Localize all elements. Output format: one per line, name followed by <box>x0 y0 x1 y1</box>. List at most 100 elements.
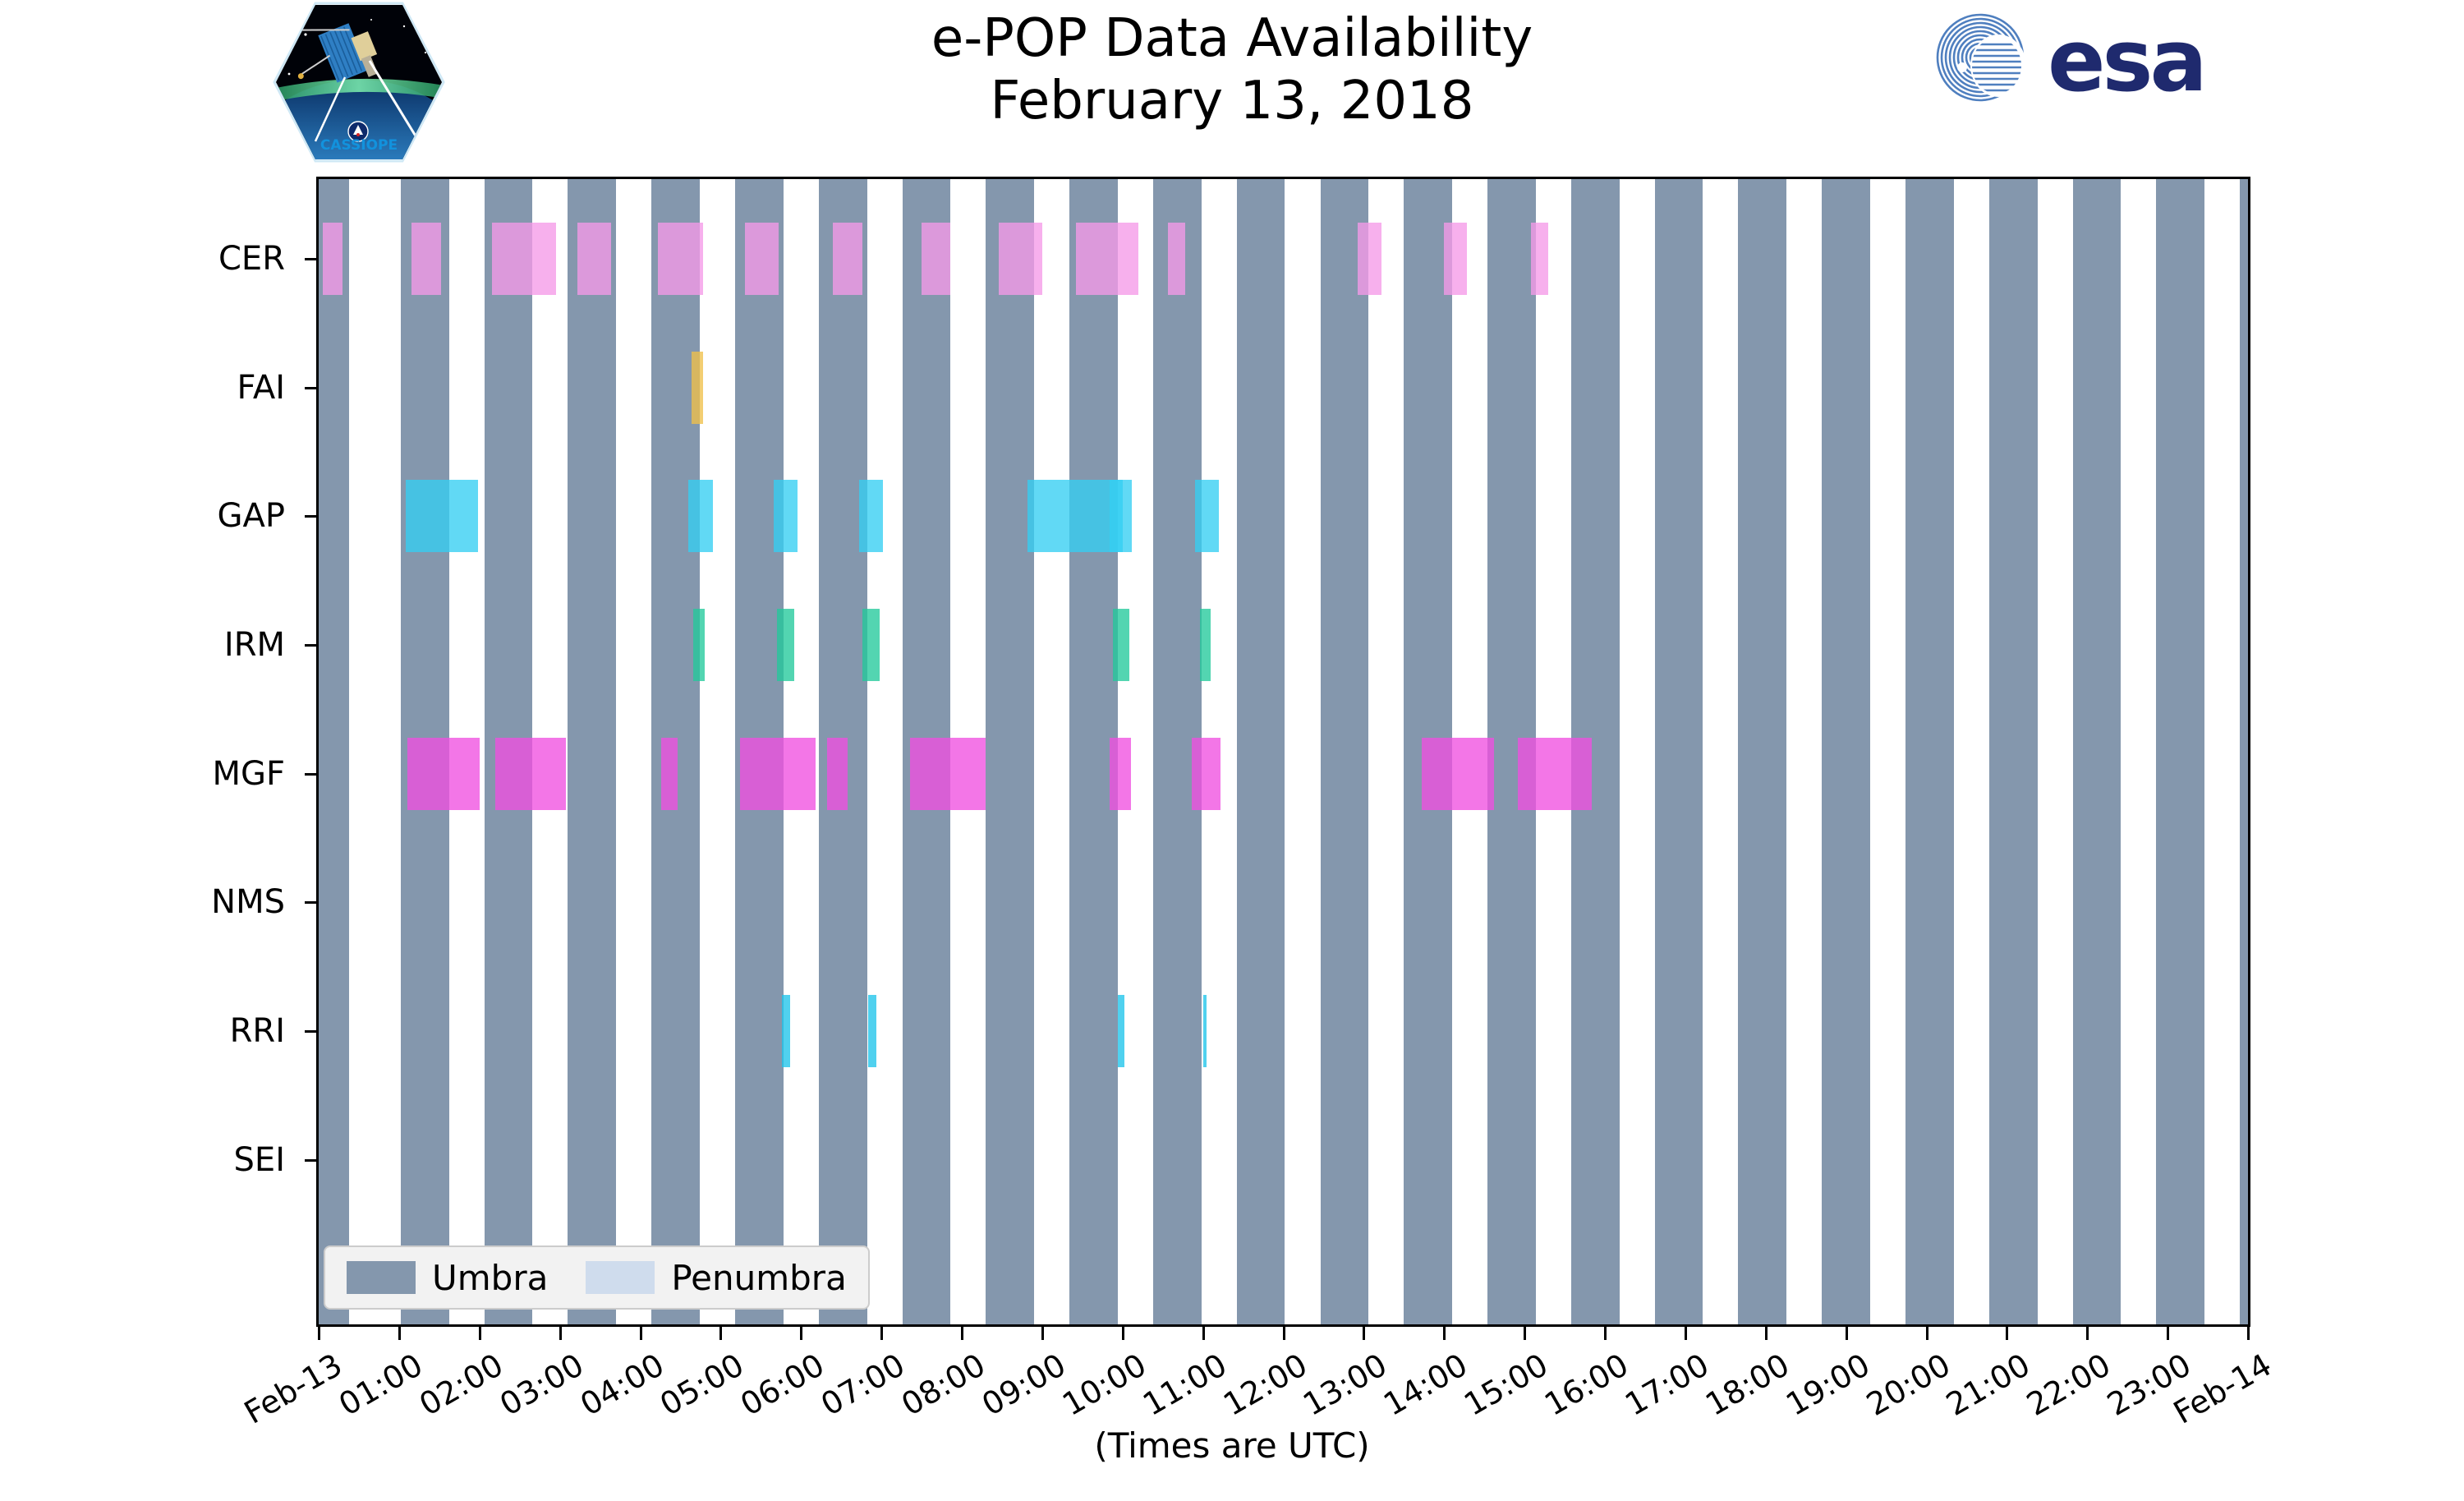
umbra-band <box>986 179 1035 1324</box>
data-bar-gap <box>405 480 478 553</box>
umbra-band <box>2240 179 2248 1324</box>
legend-swatch-penumbra <box>586 1261 655 1294</box>
x-tick-mark <box>719 1327 723 1340</box>
y-tick-mark <box>305 643 316 647</box>
y-tick-mark <box>305 901 316 905</box>
x-tick-mark <box>478 1327 481 1340</box>
data-bar-gap <box>1110 480 1133 553</box>
legend-entry-penumbra: Penumbra <box>586 1258 847 1298</box>
y-tick-label-sei: SEI <box>233 1140 285 1179</box>
data-bar-cer <box>1444 223 1467 296</box>
y-tick-mark <box>305 258 316 261</box>
esa-globe-icon <box>1936 13 2025 102</box>
data-bar-gap <box>1027 480 1123 553</box>
x-tick-mark <box>2247 1327 2250 1340</box>
x-tick-mark <box>2086 1327 2089 1340</box>
x-tick-mark <box>1041 1327 1044 1340</box>
data-bar-rri <box>1117 994 1124 1067</box>
x-tick-mark <box>1524 1327 1527 1340</box>
data-bar-cer <box>1075 223 1139 296</box>
x-tick-mark <box>2167 1327 2170 1340</box>
umbra-band <box>2072 179 2122 1324</box>
x-tick-mark <box>1443 1327 1446 1340</box>
y-axis: CER FAI GAP IRM MGF NMS RRI SEI <box>0 177 316 1327</box>
y-tick-label-rri: RRI <box>229 1011 285 1050</box>
data-bar-mgf <box>1191 737 1221 810</box>
umbra-band <box>1654 179 1703 1324</box>
legend-entry-umbra: Umbra <box>347 1258 548 1298</box>
data-bar-gap <box>773 480 798 553</box>
x-tick-mark <box>880 1327 884 1340</box>
data-bar-mgf <box>1518 737 1593 810</box>
x-tick-mark <box>398 1327 401 1340</box>
y-tick-mark <box>305 1158 316 1162</box>
x-tick-mark <box>1684 1327 1687 1340</box>
data-bar-cer <box>1530 223 1549 296</box>
x-tick-mark <box>559 1327 562 1340</box>
data-bar-gap <box>1194 480 1220 553</box>
x-tick-mark <box>961 1327 963 1340</box>
y-tick-label-mgf: MGF <box>212 754 285 793</box>
page-title: e-POP Data Availability <box>931 8 1533 69</box>
y-tick-label-irm: IRM <box>223 625 285 664</box>
data-bar-cer <box>577 223 612 296</box>
y-tick-label-nms: NMS <box>211 883 285 922</box>
legend-label-penumbra: Penumbra <box>671 1257 847 1298</box>
y-tick-label-cer: CER <box>218 240 285 279</box>
umbra-band <box>1069 179 1118 1324</box>
umbra-band <box>1905 179 1954 1324</box>
x-axis-title: (Times are UTC) <box>1094 1425 1370 1466</box>
data-bar-cer <box>1357 223 1381 296</box>
data-bar-cer <box>411 223 441 296</box>
esa-logo: esa <box>1934 11 2296 111</box>
data-bar-cer <box>922 223 951 296</box>
esa-logo-text: esa <box>2048 12 2204 104</box>
x-tick-mark <box>1202 1327 1205 1340</box>
y-tick-label-fai: FAI <box>237 368 286 407</box>
x-tick-mark <box>1363 1327 1366 1340</box>
data-bar-mgf <box>910 737 986 810</box>
data-bar-mgf <box>407 737 480 810</box>
plot-inner <box>319 179 2248 1324</box>
chart-header: CASSIOPE e-POP Data Availability Februar… <box>0 0 2464 177</box>
data-bar-mgf <box>1110 737 1131 810</box>
data-bar-irm <box>693 608 705 681</box>
x-tick-mark <box>1764 1327 1768 1340</box>
cassiope-logo: CASSIOPE <box>273 2 445 163</box>
data-bar-cer <box>833 223 862 296</box>
x-tick-mark <box>639 1327 642 1340</box>
data-bar-gap <box>688 480 713 553</box>
x-axis: Feb-13 01:00 02:00 03:00 04:00 05:00 06:00 07:0… <box>238 1327 2278 1479</box>
x-tick-mark <box>1121 1327 1124 1340</box>
data-bar-rri <box>781 994 790 1067</box>
availability-chart-plot-area <box>316 177 2250 1327</box>
data-bar-mgf <box>739 737 816 810</box>
data-bar-mgf <box>826 737 848 810</box>
data-bar-mgf <box>1421 737 1494 810</box>
y-tick-mark <box>305 772 316 776</box>
data-bar-irm <box>776 608 795 681</box>
umbra-band <box>568 179 617 1324</box>
umbra-band <box>2156 179 2205 1324</box>
cassiope-logo-caption: CASSIOPE <box>320 137 398 154</box>
y-tick-mark <box>305 515 316 518</box>
x-tick-mark <box>318 1327 320 1340</box>
y-tick-label-gap: GAP <box>217 497 285 536</box>
x-tick-mark <box>1604 1327 1607 1340</box>
data-bar-cer <box>322 223 343 296</box>
data-bar-fai <box>692 351 703 424</box>
title-block: e-POP Data Availability February 13, 201… <box>575 7 1889 131</box>
data-bar-mgf <box>495 737 567 810</box>
x-tick-mark <box>1845 1327 1848 1340</box>
umbra-band <box>319 179 350 1324</box>
y-tick-mark <box>305 1029 316 1033</box>
data-bar-rri <box>868 994 877 1067</box>
data-bar-mgf <box>660 737 678 810</box>
data-bar-irm <box>1199 608 1211 681</box>
page-subtitle: February 13, 2018 <box>990 71 1474 131</box>
data-bar-cer <box>492 223 556 296</box>
data-bar-rri <box>1202 994 1207 1067</box>
data-bar-irm <box>862 608 880 681</box>
data-bar-irm <box>1113 608 1129 681</box>
x-tick-mark <box>1282 1327 1285 1340</box>
